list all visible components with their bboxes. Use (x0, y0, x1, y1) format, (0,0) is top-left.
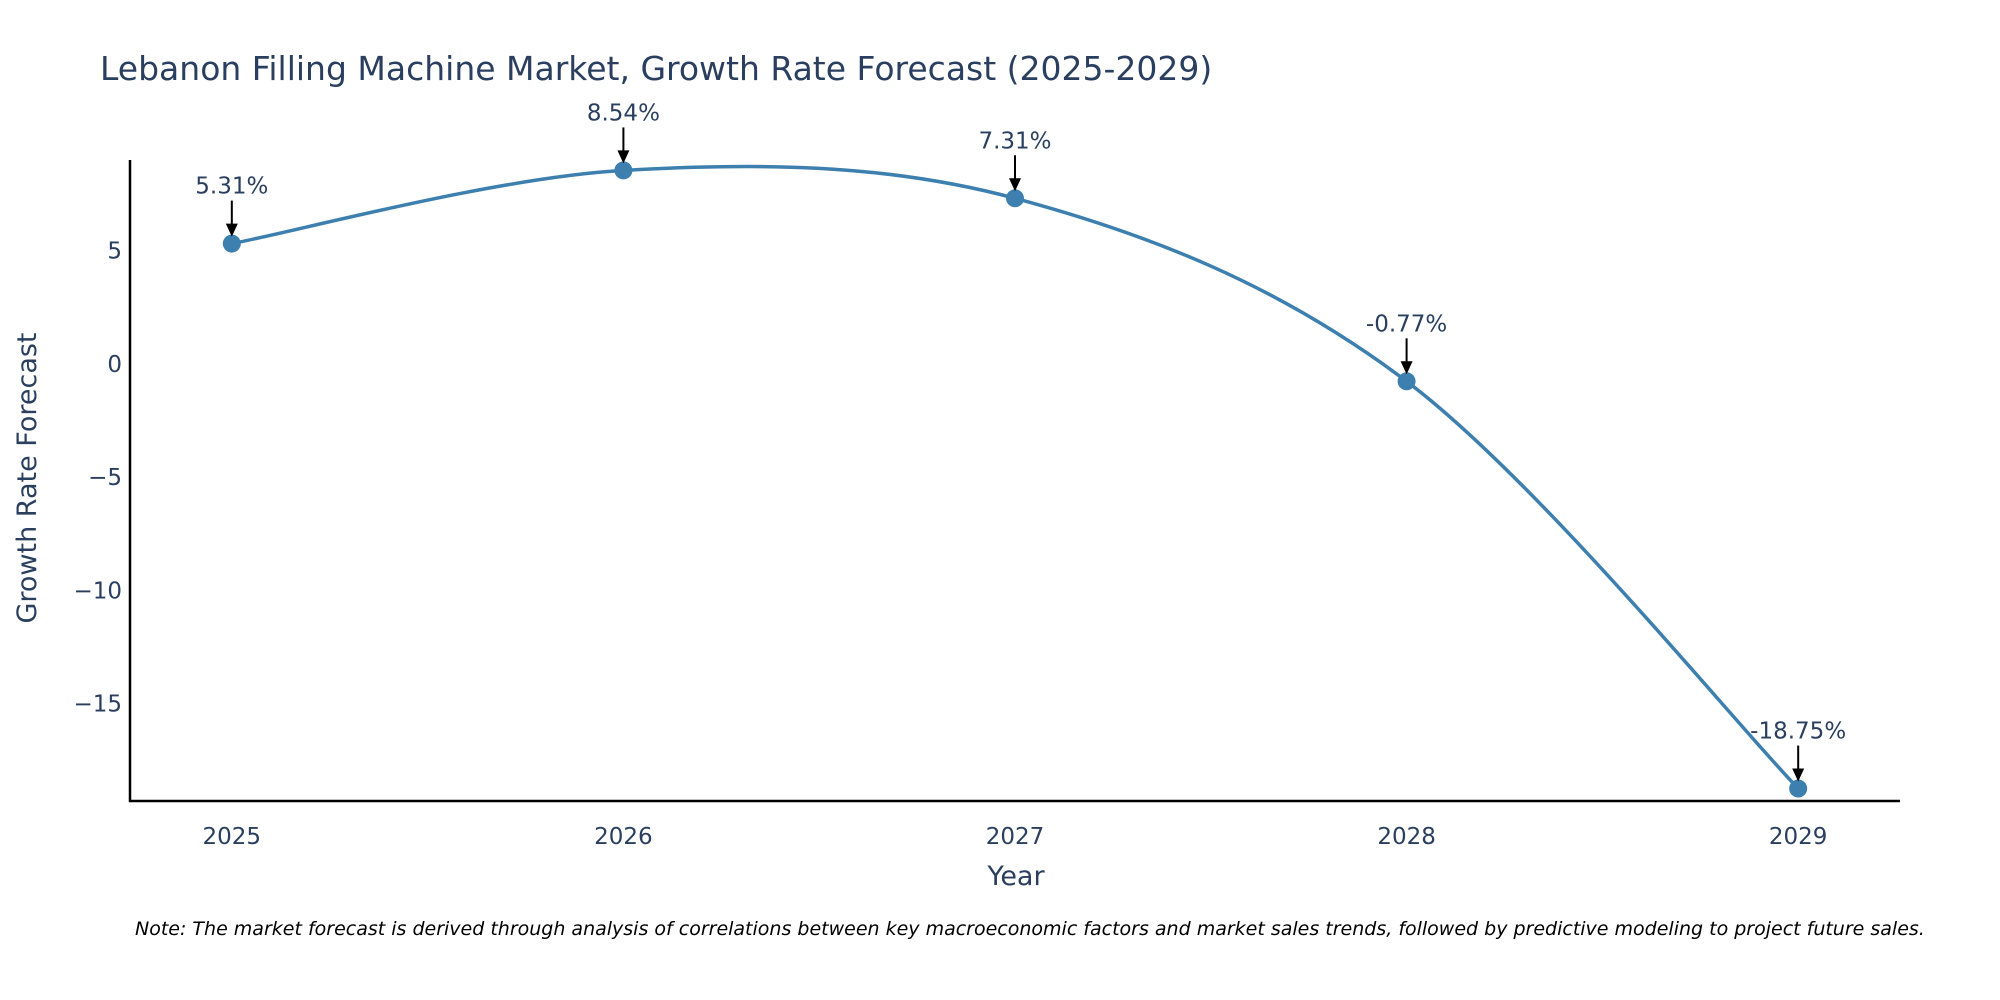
y-tick-label: −15 (73, 692, 122, 718)
y-axis-title: Growth Rate Forecast (12, 332, 43, 623)
x-tick-label: 2027 (986, 824, 1045, 850)
data-point (1789, 779, 1808, 798)
annotation-arrowhead (225, 223, 238, 237)
x-tick-label: 2028 (1377, 824, 1436, 850)
data-label: -0.77% (1366, 311, 1447, 337)
x-tick-label: 2025 (203, 824, 262, 850)
chart-title: Lebanon Filling Machine Market, Growth R… (100, 49, 1212, 88)
annotation-arrowhead (1400, 361, 1413, 375)
plot-area: 5 0 −5 −10 −15 2025 2026 2027 2028 2029 5.31% 8.54%… (73, 100, 1900, 850)
x-axis-title: Year (986, 861, 1045, 892)
footnote: Note: The market forecast is derived thr… (135, 918, 1925, 940)
y-tick-label: 5 (107, 239, 122, 265)
y-tick-label: 0 (107, 352, 122, 378)
annotation-arrowhead (1009, 178, 1021, 192)
data-label: 8.54% (587, 100, 660, 126)
y-tick-label: −10 (73, 578, 122, 604)
annotation-arrowhead (617, 150, 630, 164)
x-tick-label: 2026 (594, 824, 653, 850)
data-point (1006, 189, 1024, 208)
series-line (231, 164, 1800, 790)
data-label: 5.31% (195, 174, 268, 200)
annotation-arrowhead (1792, 768, 1805, 782)
data-label: -18.75% (1750, 719, 1846, 745)
data-point (222, 234, 241, 253)
x-tick-label: 2029 (1769, 824, 1828, 850)
y-tick-label: −5 (88, 465, 122, 491)
data-label: 7.31% (978, 128, 1051, 154)
data-point (1397, 372, 1416, 391)
data-point (614, 161, 633, 180)
